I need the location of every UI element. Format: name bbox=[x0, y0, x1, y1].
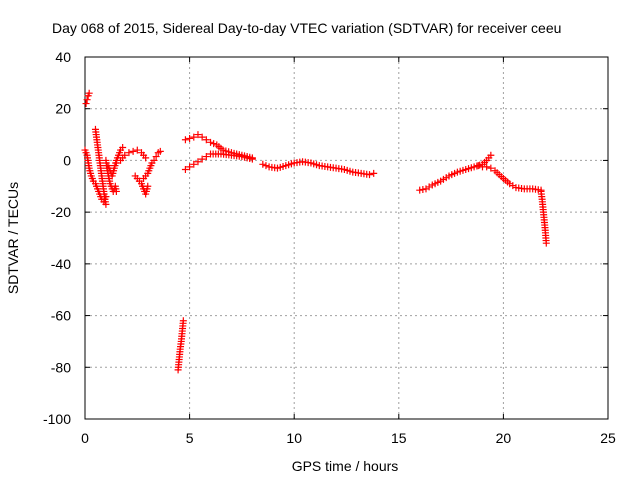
data-point-marker bbox=[83, 96, 91, 104]
data-point-marker bbox=[198, 133, 206, 141]
data-point-marker bbox=[190, 160, 198, 168]
y-tick-label: -20 bbox=[51, 204, 71, 220]
y-tick-label: -40 bbox=[51, 256, 71, 272]
y-tick-label: -80 bbox=[51, 359, 71, 375]
data-point-marker bbox=[487, 164, 495, 172]
data-point-marker bbox=[194, 131, 202, 139]
data-point-marker bbox=[112, 187, 120, 195]
x-tick-label: 0 bbox=[81, 430, 89, 446]
y-tick-label: 40 bbox=[55, 49, 71, 65]
data-point-marker bbox=[152, 153, 160, 161]
grid-lines bbox=[85, 57, 608, 419]
y-tick-label: 20 bbox=[55, 101, 71, 117]
data-point-marker bbox=[190, 133, 198, 141]
data-point-marker bbox=[133, 146, 141, 154]
tick-labels: 0 5 10 15 20 25 -100 -80 -60 -40 -20 0 20 40 bbox=[43, 49, 616, 446]
data-point-marker bbox=[144, 182, 152, 190]
data-point-marker bbox=[487, 151, 495, 159]
y-axis-label: SDTVAR / TECUs bbox=[5, 182, 21, 294]
data-point-marker bbox=[202, 136, 210, 144]
data-point-marker bbox=[121, 151, 129, 159]
x-tick-label: 15 bbox=[391, 430, 407, 446]
data-point-marker bbox=[82, 100, 90, 108]
y-tick-label: -100 bbox=[43, 411, 71, 427]
data-point-marker bbox=[129, 147, 137, 155]
data-point-marker bbox=[181, 136, 189, 144]
x-tick-label: 25 bbox=[600, 430, 616, 446]
axis-ticks bbox=[84, 56, 609, 420]
data-point-marker bbox=[198, 155, 206, 163]
data-point-marker bbox=[102, 200, 110, 208]
data-point-marker bbox=[248, 155, 256, 163]
data-point-marker bbox=[186, 163, 194, 171]
data-point-marker bbox=[474, 162, 482, 170]
data-point-marker bbox=[210, 140, 218, 148]
y-tick-label: 0 bbox=[63, 152, 71, 168]
data-point-marker bbox=[366, 171, 374, 179]
x-tick-label: 10 bbox=[286, 430, 302, 446]
data-point-marker bbox=[125, 149, 133, 157]
data-point-marker bbox=[179, 317, 187, 325]
data-point-marker bbox=[202, 153, 210, 161]
data-point-marker bbox=[262, 162, 270, 170]
data-point-marker bbox=[181, 165, 189, 173]
data-point-marker bbox=[542, 239, 550, 247]
data-point-marker bbox=[416, 186, 424, 194]
x-tick-label: 5 bbox=[186, 430, 194, 446]
data-point-marker bbox=[207, 138, 215, 146]
data-point-marker bbox=[85, 89, 93, 97]
data-point-marker bbox=[150, 156, 158, 164]
chart-title: Day 068 of 2015, Sidereal Day-to-day VTE… bbox=[52, 20, 561, 36]
data-point-marker bbox=[419, 186, 427, 194]
data-point-marker bbox=[483, 163, 491, 171]
data-point-marker bbox=[119, 144, 127, 151]
data-point-marker bbox=[112, 159, 120, 167]
y-tick-label: -60 bbox=[51, 308, 71, 324]
x-axis-label: GPS time / hours bbox=[292, 458, 399, 474]
data-point-marker bbox=[259, 160, 267, 168]
plot-frame bbox=[84, 56, 609, 420]
x-tick-label: 20 bbox=[496, 430, 512, 446]
data-point-marker bbox=[186, 134, 194, 142]
data-points bbox=[81, 89, 550, 374]
data-point-marker bbox=[142, 154, 150, 162]
data-point-marker bbox=[194, 158, 202, 166]
data-point-marker bbox=[156, 147, 164, 155]
data-point-marker bbox=[370, 169, 378, 177]
